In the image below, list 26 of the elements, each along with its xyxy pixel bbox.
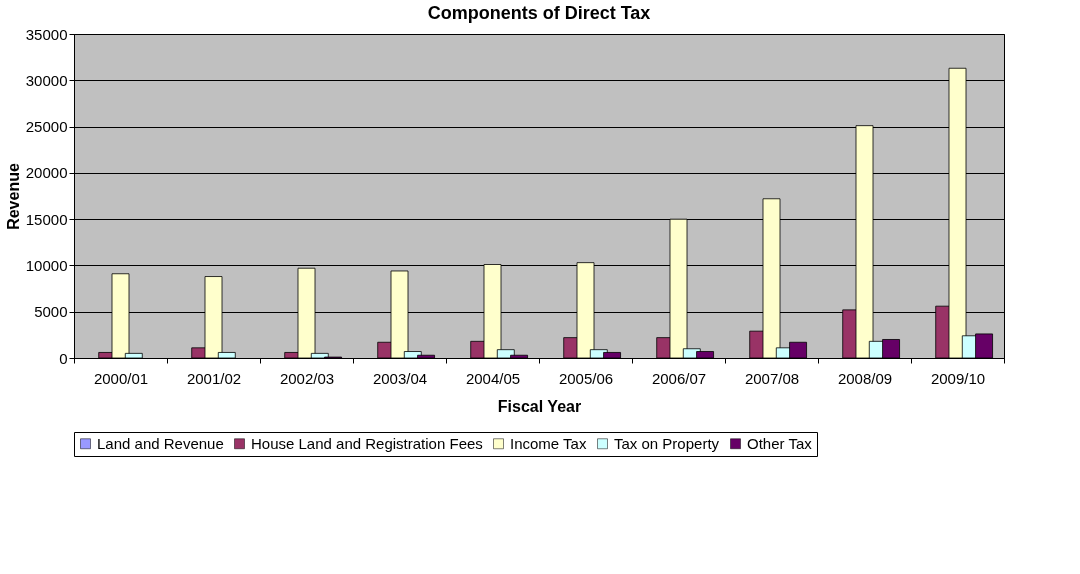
x-tick-label: 2005/06 bbox=[558, 369, 614, 387]
x-tick-label: 2000/01 bbox=[93, 369, 149, 387]
y-tick-label: 25000 bbox=[25, 118, 68, 136]
x-tick-label: 2003/04 bbox=[372, 369, 428, 387]
legend-label: House Land and Registration Fees bbox=[251, 434, 483, 452]
legend-label: Other Tax bbox=[747, 434, 813, 452]
x-tick-label: 2009/10 bbox=[930, 369, 986, 387]
x-tick-label: 2004/05 bbox=[465, 369, 521, 387]
y-tick-label: 0 bbox=[59, 349, 68, 367]
y-tick-label: 5000 bbox=[34, 303, 68, 321]
x-axis-title: Fiscal Year bbox=[497, 397, 582, 415]
legend-label: Land and Revenue bbox=[97, 434, 224, 452]
y-tick-label: 10000 bbox=[25, 256, 68, 274]
y-tick-label: 35000 bbox=[25, 25, 68, 43]
x-tick-label: 2001/02 bbox=[186, 369, 242, 387]
x-tick-label: 2007/08 bbox=[744, 369, 800, 387]
legend-label: Tax on Property bbox=[614, 434, 720, 452]
y-tick-label: 20000 bbox=[25, 164, 68, 182]
y-tick-label: 15000 bbox=[25, 210, 68, 228]
y-tick-label: 30000 bbox=[25, 71, 68, 89]
y-axis-title: Revenue bbox=[4, 163, 22, 230]
legend-label: Income Tax bbox=[510, 434, 587, 452]
x-tick-label: 2002/03 bbox=[279, 369, 335, 387]
x-tick-label: 2008/09 bbox=[837, 369, 893, 387]
x-tick-label: 2006/07 bbox=[651, 369, 707, 387]
chart-title: Components of Direct Tax bbox=[427, 3, 651, 23]
